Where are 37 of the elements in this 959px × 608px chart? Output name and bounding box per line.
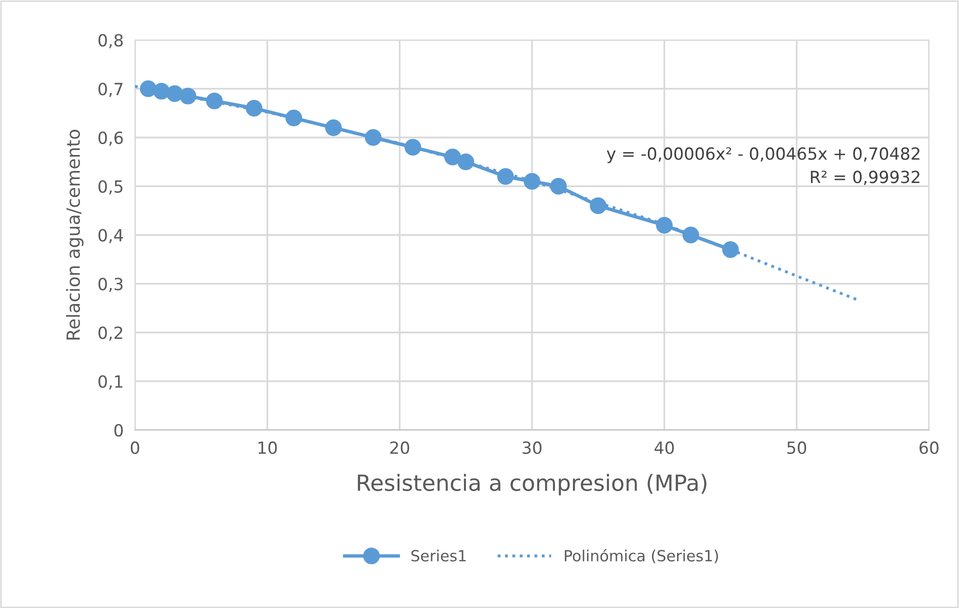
point: [656, 216, 673, 234]
point: [458, 154, 474, 170]
legend-label: Series1: [411, 550, 466, 562]
x-tick-label: 60: [920, 441, 938, 454]
y-tick-label: 0,5: [98, 180, 122, 195]
x-tick-label: 40: [654, 441, 674, 454]
x-axis-title: Resistencia a compresion (MPa): [358, 474, 706, 496]
point: [364, 129, 382, 146]
point: [550, 178, 567, 195]
y-tick-label: 0,1: [98, 375, 122, 390]
annotation: R² = 0,99932: [810, 170, 920, 185]
x-tick-label: 30: [522, 441, 542, 454]
x-tick-label: 50: [787, 441, 806, 454]
y-tick-label: 0,2: [98, 326, 122, 341]
point: [497, 168, 514, 185]
point: [180, 88, 196, 104]
y-tick-label: 0,8: [98, 34, 123, 48]
point: [404, 138, 422, 156]
point: [722, 241, 739, 258]
x-tick-label: 10: [258, 441, 277, 454]
annotation: y = -0,00006x² - 0,00465x + 0,70482: [606, 147, 920, 164]
y-tick-label: 0: [114, 424, 123, 437]
y-tick-label: 0,3: [98, 278, 123, 292]
point: [206, 92, 223, 110]
point: [285, 110, 302, 126]
y-tick-label: 0,4: [98, 228, 123, 244]
point: [682, 226, 700, 244]
legend-label: Polinómica (Series1): [564, 549, 718, 564]
point: [325, 119, 342, 136]
point: [246, 100, 262, 117]
point: [524, 173, 540, 190]
y-axis-title: Relacion agua/cemento: [66, 130, 84, 340]
y-tick-label: 0,7: [98, 82, 122, 98]
point: [590, 197, 606, 214]
y-tick-label: 0,6: [98, 131, 123, 146]
x-tick-label: 20: [390, 441, 410, 454]
x-tick-label: 0: [130, 441, 140, 454]
